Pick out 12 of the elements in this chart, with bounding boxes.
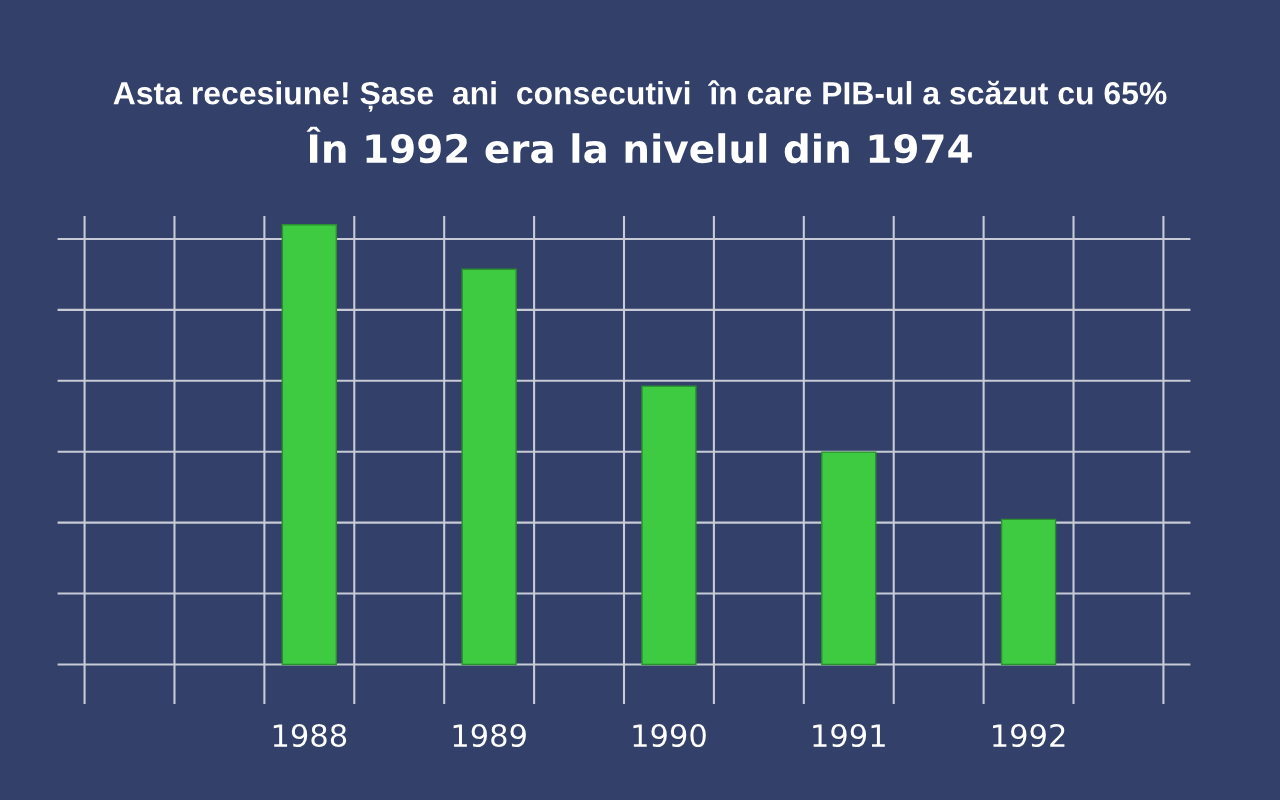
chart-title: Asta recesiune! Șase ani consecutivi în care PIB-ul a scăzut cu 65% [113,80,1167,112]
x-tick-label: 1989 [453,723,526,748]
bar [821,451,877,666]
bar [641,385,697,666]
bar [1000,518,1057,666]
bar [281,224,337,666]
bar [461,268,517,666]
chart-subtitle: În 1992 era la nivelul din 1974 [306,126,972,164]
x-tick-label: 1992 [993,723,1065,748]
x-tick-label: 1990 [633,723,706,748]
x-tick-label: 1991 [813,723,885,748]
x-tick-label: 1988 [273,723,347,748]
